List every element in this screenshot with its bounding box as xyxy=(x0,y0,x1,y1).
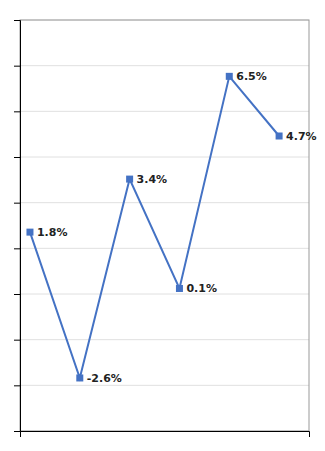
grid-line xyxy=(20,339,309,340)
data-label: -2.6% xyxy=(87,372,122,385)
grid-line xyxy=(20,202,309,203)
y-tick-mark xyxy=(14,203,20,204)
y-tick xyxy=(14,203,20,204)
x-axis xyxy=(21,432,310,438)
y-tick xyxy=(14,20,20,21)
y-tick xyxy=(14,385,20,386)
marker xyxy=(76,374,83,381)
data-label: 3.4% xyxy=(137,173,168,186)
marker xyxy=(26,229,33,236)
y-tick-mark xyxy=(14,340,20,341)
y-tick xyxy=(14,157,20,158)
x-axis-line xyxy=(21,432,310,438)
plot-area: 1.8% -2.6% 3.4% 0.1% 6.5% 4.7% xyxy=(14,20,317,437)
grid xyxy=(20,20,309,431)
line xyxy=(30,76,279,378)
y-axis xyxy=(14,21,21,432)
y-tick xyxy=(14,248,20,249)
data-label: 1.8% xyxy=(37,226,68,239)
grid-line xyxy=(20,111,309,112)
y-tick xyxy=(14,340,20,341)
marker xyxy=(276,133,283,140)
grid-line xyxy=(20,65,309,66)
marker xyxy=(176,285,183,292)
data-label: 4.7% xyxy=(286,130,317,143)
y-tick-mark xyxy=(14,431,20,432)
marker xyxy=(126,176,133,183)
y-tick xyxy=(14,111,20,112)
y-tick-mark xyxy=(14,385,20,386)
y-tick-mark xyxy=(14,20,20,21)
grid-line xyxy=(20,157,309,158)
data-label: 0.1% xyxy=(186,282,217,295)
y-axis-line xyxy=(14,21,21,432)
y-tick-mark xyxy=(14,248,20,249)
y-tick xyxy=(14,294,20,295)
y-tick xyxy=(14,431,20,432)
y-tick-mark xyxy=(14,111,20,112)
data-labels: 1.8% -2.6% 3.4% 0.1% 6.5% 4.7% xyxy=(37,70,317,385)
y-tick-mark xyxy=(14,294,20,295)
data-label: 6.5% xyxy=(236,70,267,83)
grid-line xyxy=(20,248,309,249)
grid-line xyxy=(20,294,309,295)
chart: 1.8% -2.6% 3.4% 0.1% 6.5% 4.7% xyxy=(0,0,325,451)
y-tick-mark xyxy=(14,157,20,158)
grid-line xyxy=(20,385,309,386)
y-tick xyxy=(14,66,20,67)
series xyxy=(26,73,282,382)
marker xyxy=(226,73,233,80)
y-tick-mark xyxy=(14,66,20,67)
plot-frame xyxy=(20,20,309,431)
